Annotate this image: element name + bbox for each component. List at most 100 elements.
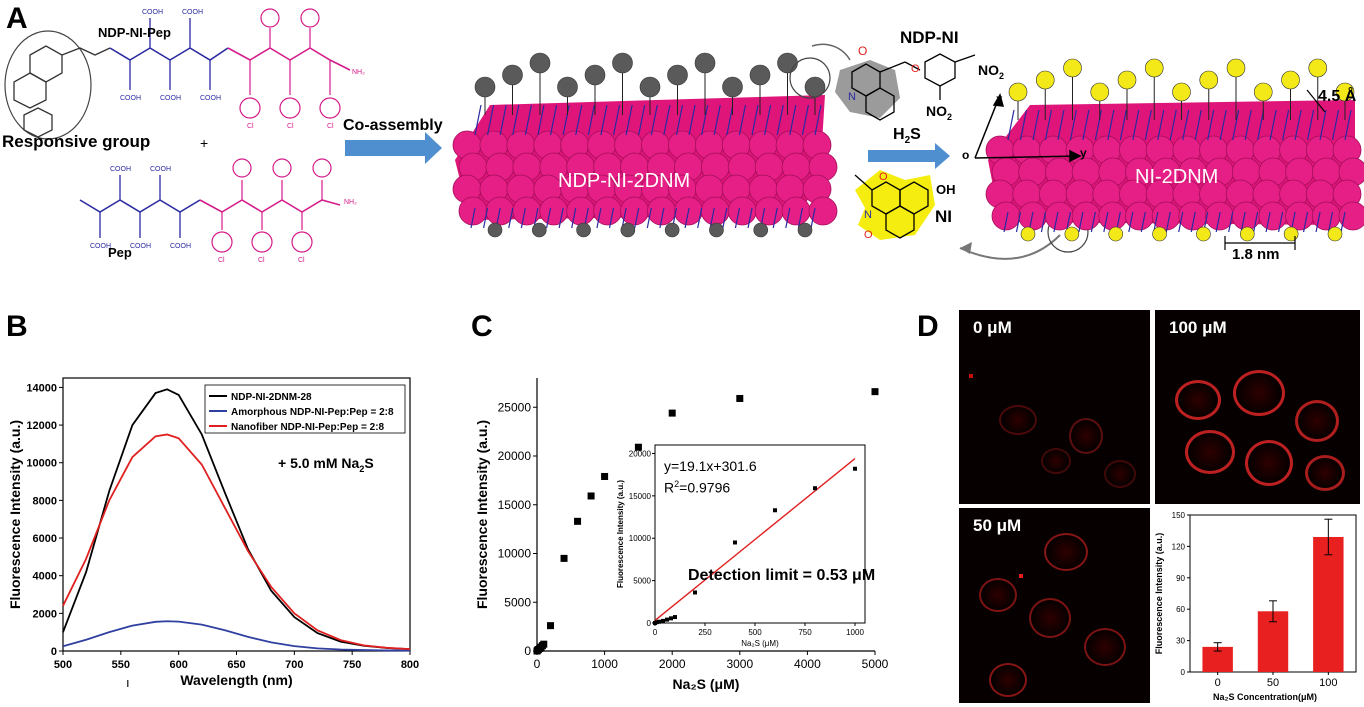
chart-b-ytick-label: 0	[51, 646, 57, 658]
label-sheet2: NI-2DNM	[1135, 166, 1219, 188]
h2s-arrow	[868, 143, 950, 169]
chart-b-xlabel: Wavelength (nm)	[180, 672, 292, 688]
chart-b-ytick-label: 10000	[26, 458, 57, 470]
chart-c-ytick-label: 0	[524, 644, 531, 658]
ni-structure: O N O	[854, 170, 935, 241]
chart-c-inset-point	[773, 508, 777, 513]
chart-c-point	[560, 554, 568, 562]
chart-c-inset-xtick-label: 0	[653, 628, 658, 637]
chart-c-equation: y=19.1x+301.6	[664, 458, 757, 474]
svg-text:COOH: COOH	[170, 243, 191, 250]
chart-b-series-line	[62, 433, 411, 651]
chart-b-ytick-label: 6000	[33, 533, 57, 545]
chart-c-inset-point	[657, 619, 661, 624]
chart-b-xtick-label: 500	[54, 659, 72, 671]
chart-b-xtick-label: 550	[112, 659, 130, 671]
chart-c-ytick-label: 10000	[498, 547, 532, 561]
zoom-circle-1	[789, 57, 831, 99]
chart-b-ytick-label: 4000	[33, 571, 57, 583]
svg-text:N: N	[848, 91, 856, 103]
chart-b-annotation: + 5.0 mM Na2S	[278, 455, 374, 474]
chart-b-series-line	[62, 620, 411, 652]
chart-c-inset-point	[693, 590, 697, 595]
micrograph-100um: 100 μM	[1155, 310, 1360, 504]
chart-c: 0 1000 2000 3000 4000 50000500010000150002000…	[474, 378, 889, 692]
svg-text:O: O	[864, 229, 873, 241]
chart-c-detection-limit: Detection limit = 0.53 μM	[688, 567, 876, 584]
chart-d-xtick-label: 50	[1267, 677, 1279, 689]
chart-c-inset-point	[661, 618, 665, 623]
chart-b: 500 550 600 650 700 750 8000200040006000800010…	[7, 377, 419, 688]
mol1-linker	[61, 47, 111, 56]
chart-c-point	[634, 443, 642, 451]
svg-text:COOH: COOH	[90, 243, 111, 250]
chart-c-inset-xtick-label: 250	[698, 628, 712, 637]
chart-c-xtick-label: 3000	[726, 657, 753, 671]
sheet2-axes	[974, 93, 1082, 163]
chart-c-inset-xtick-label: 500	[748, 628, 762, 637]
chart-c-inset-ytick-label: 5000	[633, 577, 651, 586]
chart-c-ytick-label: 20000	[498, 449, 532, 463]
sheet-ni-2dnm	[985, 58, 1364, 242]
chart-c-inset-point	[733, 540, 737, 545]
chart-c-ytick-label: 25000	[498, 400, 532, 414]
svg-text:NH₂: NH₂	[344, 199, 357, 206]
label-no2-top: NO2	[978, 62, 1005, 81]
chart-c-inset-xlabel: Na₂S (μM)	[741, 639, 779, 648]
label-responsive-group: Responsive group	[2, 132, 151, 151]
label-no2-bottom: NO2	[926, 103, 953, 122]
mol2-backbone-blue	[79, 199, 201, 213]
svg-text:COOH: COOH	[120, 95, 141, 102]
chart-c-point	[668, 409, 676, 417]
svg-text:Cl: Cl	[298, 257, 305, 264]
label-axis-o: o	[962, 148, 970, 162]
panel-label-c: C	[471, 310, 493, 343]
label-ndp-ni-pep: NDP-NI-Pep	[98, 25, 171, 40]
label-ni: NI	[935, 207, 952, 226]
micrograph-0um: 0 μM	[959, 310, 1150, 504]
chart-b-xtick-label: 750	[343, 659, 361, 671]
chart-c-ytick-label: 5000	[504, 595, 531, 609]
chart-d-ytick-label: 120	[1172, 542, 1186, 551]
panel-label-a: A	[6, 2, 28, 35]
svg-text:COOH: COOH	[130, 243, 151, 250]
mol2-backbone-pink	[199, 199, 341, 213]
chart-d-ytick-label: 0	[1181, 668, 1186, 677]
chart-d-ytick-label: 30	[1176, 637, 1185, 646]
svg-text:NH₂: NH₂	[352, 69, 365, 76]
chart-c-inset-frame	[654, 444, 866, 624]
panel-label-b: B	[6, 310, 28, 343]
label-sheet1: NDP-NI-2DNM	[558, 170, 691, 192]
chart-d-ytick-label: 150	[1172, 511, 1186, 520]
chart-b-ytick-label: 2000	[33, 608, 57, 620]
svg-text:COOH: COOH	[142, 9, 163, 16]
responsive-group-ellipse	[4, 30, 92, 140]
chart-b-xtick-label: 800	[401, 659, 419, 671]
label-h2s: H2S	[893, 126, 921, 147]
chart-c-point	[547, 622, 555, 630]
mol1-backbone-blue	[109, 47, 229, 61]
chart-b-ylabel: Fluorescence Intensity (a.u.)	[7, 420, 23, 609]
chart-c-ylabel: Fluorescence Intensity (a.u.)	[474, 420, 490, 609]
naphthalimide-ring	[13, 45, 63, 138]
mol1-backbone-pink	[227, 47, 351, 71]
label-axis-x: x	[996, 92, 1003, 106]
chart-c-r2: R2=0.9796	[664, 479, 731, 496]
chart-b-legend-label: Amorphous NDP-NI-Pep:Pep = 2:8	[231, 407, 394, 418]
label-oh: OH	[936, 182, 956, 197]
chart-c-ytick-label: 15000	[498, 498, 532, 512]
ndp-ni-structure: O N O	[835, 44, 976, 121]
chart-c-inset-point	[673, 615, 677, 620]
chart-c-inset-ytick-label: 0	[647, 619, 652, 628]
svg-text:O: O	[858, 44, 867, 58]
chart-d-xtick-label: 0	[1215, 677, 1221, 689]
dimension-marks	[1224, 89, 1326, 250]
chart-d-ytick-label: 90	[1176, 574, 1185, 583]
svg-text:Cl: Cl	[327, 123, 334, 130]
chart-b-xtick-label: 600	[169, 659, 187, 671]
micrograph-100um-label: 100 μM	[1169, 318, 1227, 337]
svg-text:N: N	[864, 209, 872, 221]
chart-c-xtick-label: 1000	[591, 657, 618, 671]
label-co-assembly: Co-assembly	[343, 117, 443, 134]
